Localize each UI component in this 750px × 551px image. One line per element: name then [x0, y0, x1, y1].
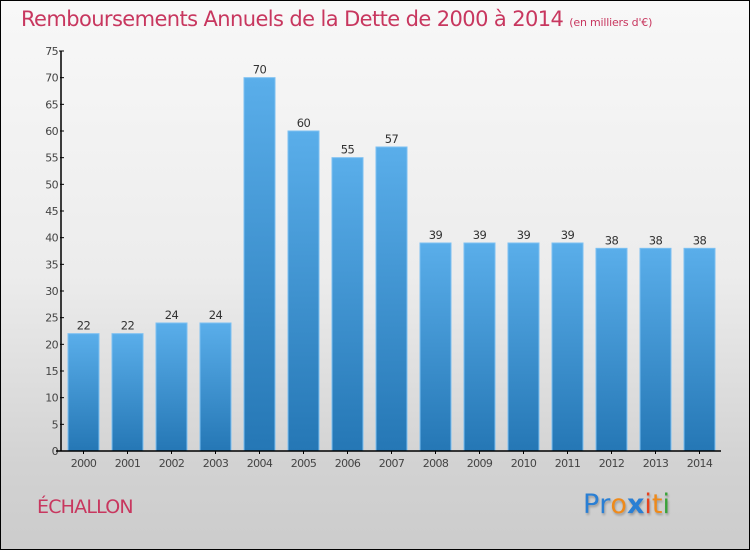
bar-2002 [155, 322, 188, 452]
bar-2007 [375, 146, 408, 452]
value-label-2012: 38 [605, 233, 619, 247]
y-tick-label: 65 [45, 98, 58, 111]
bar-2005 [287, 130, 320, 452]
x-tick-label: 2009 [467, 457, 493, 470]
title-unit: (en milliers d'€) [569, 16, 653, 29]
bar-2001 [111, 333, 144, 452]
x-tick-label: 2002 [159, 457, 185, 470]
x-tick-label: 2000 [71, 457, 97, 470]
logo-letter: P [583, 489, 600, 520]
logo-letter: x [626, 489, 645, 520]
x-tick-label: 2012 [599, 457, 625, 470]
y-tick-label: 45 [45, 205, 58, 218]
bar-2012 [595, 247, 628, 452]
y-tick-label: 60 [45, 125, 58, 138]
y-tick-label: 15 [45, 365, 58, 378]
y-tick-label: 75 [45, 45, 58, 58]
chart-title: Remboursements Annuels de la Dette de 20… [21, 7, 652, 31]
value-label-2009: 39 [473, 228, 487, 242]
y-tick-label: 40 [45, 232, 58, 245]
value-label-2003: 24 [209, 308, 223, 322]
y-tick-label: 30 [45, 285, 58, 298]
logo-letter: i [644, 489, 652, 520]
x-tick-label: 2011 [555, 457, 581, 470]
bars-group: 22 22 24 24 70 60 55 57 39 39 39 39 38 38 38 [67, 63, 716, 452]
x-tick-label: 2006 [335, 457, 361, 470]
bar-2006 [331, 157, 364, 452]
value-label-2005: 60 [297, 116, 311, 130]
y-tick-label: 5 [52, 418, 59, 431]
y-axis: 0 5 10 15 20 25 30 35 40 45 50 55 60 65 70 75 [45, 45, 64, 458]
x-tick-label: 2003 [203, 457, 229, 470]
bar-2009 [463, 242, 496, 452]
x-tick-label: 2004 [247, 457, 273, 470]
x-tick-label: 2007 [379, 457, 405, 470]
value-label-2001: 22 [121, 319, 135, 333]
x-tick-label: 2008 [423, 457, 449, 470]
title-main: Remboursements Annuels de la Dette de 20… [21, 7, 564, 31]
y-tick-label: 0 [52, 445, 59, 458]
x-tick-label: 2010 [511, 457, 537, 470]
logo-letter: t [651, 489, 663, 520]
value-label-2013: 38 [649, 233, 663, 247]
commune-name: ÉCHALLON [37, 496, 134, 518]
value-label-2010: 39 [517, 228, 531, 242]
logo-letter: r [599, 489, 611, 520]
x-axis: 2000 2001 2002 2003 2004 2005 2006 2007 2008 2009… [56, 450, 721, 470]
value-label-2014: 38 [693, 233, 707, 247]
bar-2011 [551, 242, 584, 452]
bar-2010 [507, 242, 540, 452]
logo-letter: i [662, 489, 670, 520]
y-tick-label: 35 [45, 258, 58, 271]
value-label-2000: 22 [77, 319, 91, 333]
y-tick-label: 55 [45, 152, 58, 165]
y-tick-label: 50 [45, 178, 58, 191]
x-tick-label: 2013 [643, 457, 669, 470]
value-label-2011: 39 [561, 228, 575, 242]
y-tick-label: 20 [45, 338, 58, 351]
value-label-2006: 55 [341, 143, 355, 157]
proxiti-logo[interactable]: Proxiti [583, 489, 670, 520]
value-label-2002: 24 [165, 308, 179, 322]
y-tick-label: 25 [45, 312, 58, 325]
bar-2004 [243, 77, 276, 452]
value-label-2007: 57 [385, 132, 399, 146]
value-label-2008: 39 [429, 228, 443, 242]
bar-2008 [419, 242, 452, 452]
y-tick-label: 70 [45, 72, 58, 85]
bar-2013 [639, 247, 672, 452]
x-tick-label: 2014 [687, 457, 713, 470]
x-tick-label: 2001 [115, 457, 141, 470]
x-tick-label: 2005 [291, 457, 317, 470]
bar-2014 [683, 247, 716, 452]
bar-2003 [199, 322, 232, 452]
logo-letter: o [610, 489, 627, 520]
y-tick-label: 10 [45, 392, 58, 405]
value-label-2004: 70 [253, 63, 267, 77]
bar-2000 [67, 333, 100, 452]
